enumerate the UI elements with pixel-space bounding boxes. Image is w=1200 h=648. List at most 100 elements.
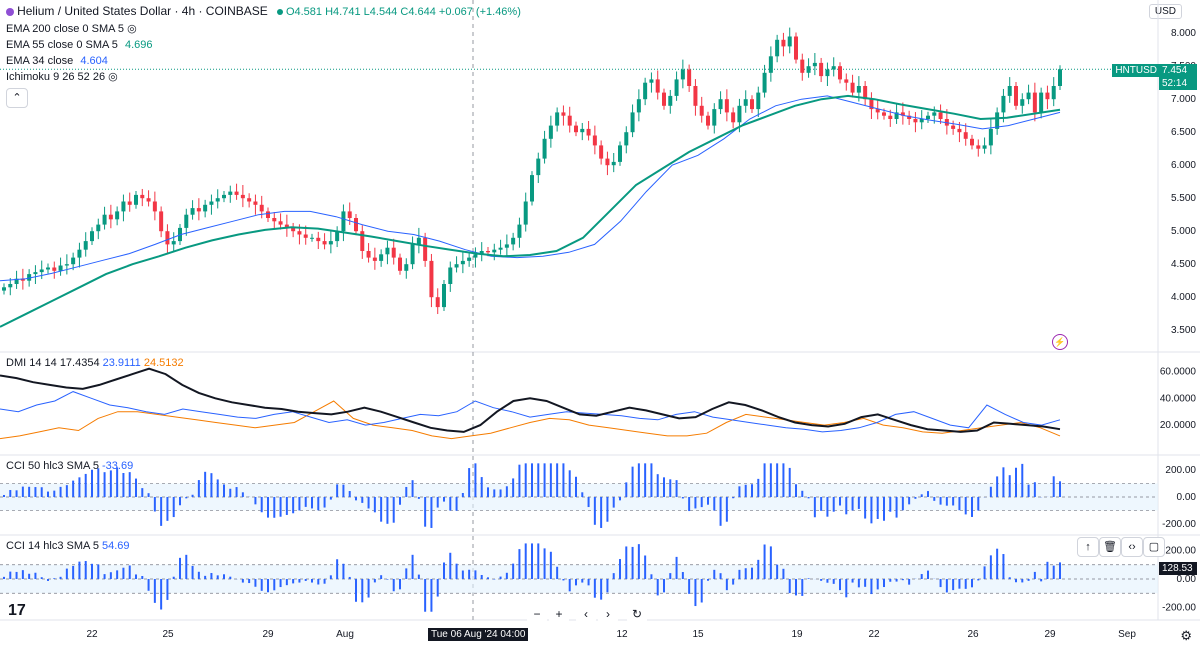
candle-body xyxy=(863,86,868,100)
candle-body xyxy=(781,39,786,47)
ohlc-low: L4.544 xyxy=(363,6,398,18)
candle-body xyxy=(96,224,101,232)
indicator-ema200[interactable]: EMA 200 close 0 SMA 5 ◎ xyxy=(6,22,137,36)
candle-body xyxy=(278,221,283,225)
candle-body xyxy=(517,224,522,238)
candle-body xyxy=(693,86,698,106)
candle-body xyxy=(222,194,226,199)
price-axis-label: 4.500 xyxy=(1171,259,1196,270)
candle-body xyxy=(762,72,767,93)
candle-body xyxy=(718,99,723,110)
currency-select[interactable]: USD xyxy=(1148,4,1182,19)
candle-body xyxy=(121,201,126,212)
price-axis-label: 3.500 xyxy=(1171,325,1196,336)
candle-body xyxy=(379,254,384,261)
dmi-plus-value: 23.9111 xyxy=(102,357,141,369)
candle-body xyxy=(806,66,811,73)
tradingview-logo-icon[interactable]: 17 xyxy=(8,602,26,619)
dmi-minus-value: 24.5132 xyxy=(143,357,184,369)
scroll-right-button[interactable]: › xyxy=(598,604,618,624)
candle-body xyxy=(580,128,585,133)
dmi-axis-label: 40.0000 xyxy=(1160,393,1197,404)
candle-body xyxy=(391,247,396,258)
candle-body xyxy=(523,201,528,225)
indicator-ema34[interactable]: EMA 34 close 4.604 xyxy=(6,54,108,68)
eye-off-icon[interactable]: ◎ xyxy=(108,71,118,83)
collapse-legend-button[interactable]: ⌃ xyxy=(6,88,28,108)
move-pane-up-button[interactable]: ↑ xyxy=(1077,537,1099,557)
zoom-in-button[interactable]: + xyxy=(549,604,569,624)
candle-body xyxy=(479,251,484,255)
price-axis-label: 7.000 xyxy=(1171,94,1196,105)
cci14-value: 54.69 xyxy=(102,540,130,552)
alert-icon[interactable]: ⚡ xyxy=(1052,334,1068,350)
indicator-ema34-value: 4.604 xyxy=(80,55,108,67)
candle-body xyxy=(926,115,930,119)
candle-body xyxy=(812,62,817,67)
indicator-ichimoku-label: Ichimoku 9 26 52 26 xyxy=(6,71,106,83)
candle-body xyxy=(624,132,629,146)
candle-body xyxy=(328,241,333,245)
indicator-ichimoku[interactable]: Ichimoku 9 26 52 26 ◎ xyxy=(6,70,118,84)
time-axis-label: 26 xyxy=(967,629,979,640)
candle-body xyxy=(64,264,69,266)
last-price-tag: 7.454 xyxy=(1159,64,1197,77)
indicator-ema55-value: 4.696 xyxy=(124,39,153,51)
zoom-out-button[interactable]: − xyxy=(527,604,547,624)
candle-body xyxy=(548,125,553,139)
candle-body xyxy=(303,234,308,238)
dmi-legend: DMI 14 14 17.4354 23.9111 24.5132 xyxy=(6,356,184,370)
ohlc-change: +0.067 (+1.46%) xyxy=(438,6,521,18)
symbol-title[interactable]: Helium / United States Dollar · 4h · COI… xyxy=(17,4,268,18)
candle-body xyxy=(1032,92,1037,113)
candle-body xyxy=(605,158,610,166)
candle-body xyxy=(511,237,516,245)
scroll-left-button[interactable]: ‹ xyxy=(576,604,596,624)
cci50-axis-label: 0.00 xyxy=(1177,492,1197,503)
gear-icon[interactable]: ⚙ xyxy=(1180,628,1192,643)
coin-logo-icon xyxy=(6,8,14,17)
candle-body xyxy=(794,36,798,60)
collapse-pane-button[interactable]: ‹› xyxy=(1121,537,1143,557)
symbol-tag: HNTUSD xyxy=(1112,64,1160,77)
eye-off-icon[interactable]: ◎ xyxy=(127,23,137,35)
candle-body xyxy=(907,115,912,119)
reset-chart-button[interactable]: ↻ xyxy=(627,604,647,624)
candle-body xyxy=(284,224,289,228)
dmi-label: DMI 14 14 xyxy=(6,357,57,369)
candle-body xyxy=(460,260,465,265)
candle-body xyxy=(957,128,962,133)
candle-body xyxy=(77,249,82,258)
candle-body xyxy=(115,211,120,220)
candle-body xyxy=(995,112,1000,129)
candle-body xyxy=(52,267,57,271)
symbol-legend: Helium / United States Dollar · 4h · COI… xyxy=(6,4,521,19)
candle-body xyxy=(699,105,704,116)
delete-pane-button[interactable]: 🗑 xyxy=(1099,537,1121,557)
candle-body xyxy=(454,264,459,268)
candle-body xyxy=(731,112,736,123)
indicator-ema55[interactable]: EMA 55 close 0 SMA 5 4.696 xyxy=(6,38,152,52)
dmi-minus-line xyxy=(0,400,1061,440)
candle-body xyxy=(1026,92,1031,100)
ema55-line xyxy=(0,94,1061,328)
candle-body xyxy=(448,267,453,284)
candle-body xyxy=(988,128,993,146)
candle-body xyxy=(146,198,151,202)
candle-body xyxy=(768,56,773,73)
ema34-line xyxy=(0,95,1061,282)
time-axis-label: 29 xyxy=(262,629,274,640)
candle-body xyxy=(385,247,390,255)
candle-body xyxy=(184,214,189,228)
candle-body xyxy=(668,95,673,106)
candle-body xyxy=(259,204,264,212)
candle-body xyxy=(165,231,170,245)
time-axis-label: Sep xyxy=(1118,629,1136,640)
candle-body xyxy=(662,92,666,106)
cci50-axis-label: 200.00 xyxy=(1165,465,1196,476)
candle-body xyxy=(27,274,32,281)
maximize-pane-button[interactable]: ▢ xyxy=(1143,537,1165,557)
candle-body xyxy=(838,66,842,80)
ohlc-high: H4.741 xyxy=(325,6,361,18)
